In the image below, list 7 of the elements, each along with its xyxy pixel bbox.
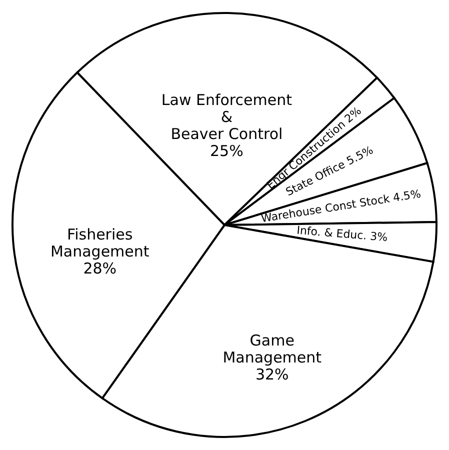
slice-label: Info. & Educ. 3% bbox=[296, 224, 388, 244]
data-label: 28% bbox=[83, 260, 117, 278]
data-label: 25% bbox=[210, 142, 244, 160]
slice-label: Game Management bbox=[222, 332, 322, 367]
slice-label: Fisheries Management bbox=[50, 226, 150, 261]
slice-label: Law Enforcement & Beaver Control bbox=[161, 91, 292, 144]
data-label: 32% bbox=[255, 366, 289, 384]
